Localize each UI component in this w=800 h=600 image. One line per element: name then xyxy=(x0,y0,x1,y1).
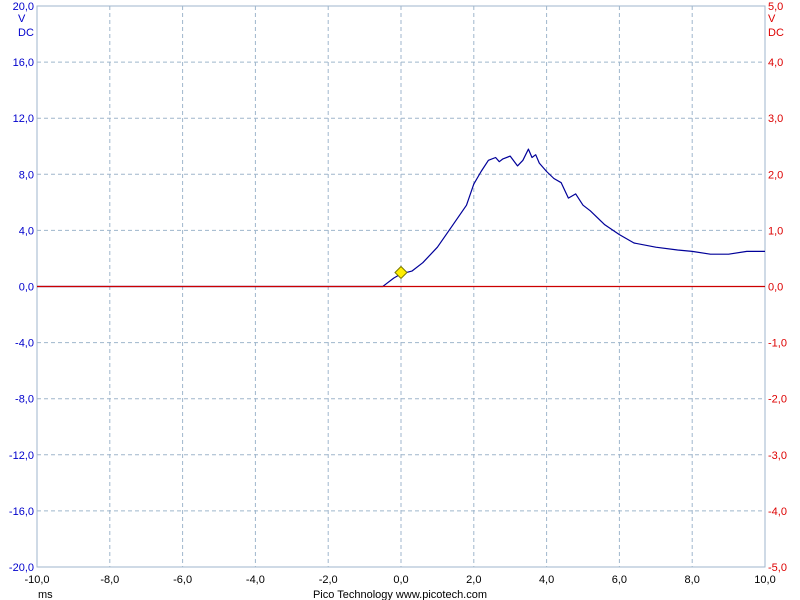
left-tick-label: 20,0 xyxy=(13,1,34,13)
x-tick-label: -8,0 xyxy=(100,574,119,586)
x-tick-label: 2,0 xyxy=(466,574,481,586)
series-layer xyxy=(37,148,765,288)
left-tick-label: 12,0 xyxy=(13,113,34,125)
x-tick-label: 10,0 xyxy=(754,574,775,586)
left-axis: V DC 20,0 16,0 12,0 8,0 4,0 0,0 -4,0 -8,0 -12,0 -… xyxy=(9,1,34,574)
right-tick-label: -2,0 xyxy=(768,394,787,406)
right-axis: V DC 5,0 4,0 3,0 2,0 1,0 0,0 -1,0 -2,0 -3,0 -4,0 -… xyxy=(768,1,787,574)
right-tick-label: -5,0 xyxy=(768,562,787,574)
x-tick-label: -4,0 xyxy=(246,574,265,586)
left-axis-coupling-label: DC xyxy=(18,27,34,39)
x-tick-label: 4,0 xyxy=(539,574,554,586)
x-tick-label: 8,0 xyxy=(685,574,700,586)
right-tick-label: 0,0 xyxy=(768,282,783,294)
x-tick-label: -2,0 xyxy=(319,574,338,586)
right-tick-label: 3,0 xyxy=(768,113,783,125)
trigger-marker[interactable] xyxy=(394,265,408,280)
left-tick-label: 16,0 xyxy=(13,57,34,69)
left-tick-label: -20,0 xyxy=(9,562,34,574)
left-tick-label: -16,0 xyxy=(9,506,34,518)
right-tick-label: 5,0 xyxy=(768,1,783,13)
right-tick-label: -1,0 xyxy=(768,338,787,350)
x-tick-label: 0,0 xyxy=(393,574,408,586)
x-axis: ms Pico Technology www.picotech.com -10,… xyxy=(24,574,775,600)
x-tick-label: 6,0 xyxy=(612,574,627,586)
x-axis-unit-label: ms xyxy=(38,589,53,600)
right-tick-label: -4,0 xyxy=(768,506,787,518)
right-tick-label: -3,0 xyxy=(768,450,787,462)
left-tick-label: -8,0 xyxy=(15,394,34,406)
left-tick-label: 0,0 xyxy=(19,282,34,294)
x-tick-label: -10,0 xyxy=(24,574,49,586)
marker-layer xyxy=(394,265,408,280)
left-tick-label: -12,0 xyxy=(9,450,34,462)
x-tick-label: -6,0 xyxy=(173,574,192,586)
right-axis-coupling-label: DC xyxy=(768,27,784,39)
right-tick-label: 2,0 xyxy=(768,169,783,181)
right-tick-label: 4,0 xyxy=(768,57,783,69)
channel-a-trace xyxy=(37,148,765,288)
left-axis-unit-label: V xyxy=(18,13,26,25)
left-tick-label: 4,0 xyxy=(19,225,34,237)
left-tick-label: -4,0 xyxy=(15,338,34,350)
left-tick-label: 8,0 xyxy=(19,169,34,181)
right-axis-unit-label: V xyxy=(768,13,776,25)
right-tick-label: 1,0 xyxy=(768,225,783,237)
footer-credit: Pico Technology www.picotech.com xyxy=(313,589,487,600)
